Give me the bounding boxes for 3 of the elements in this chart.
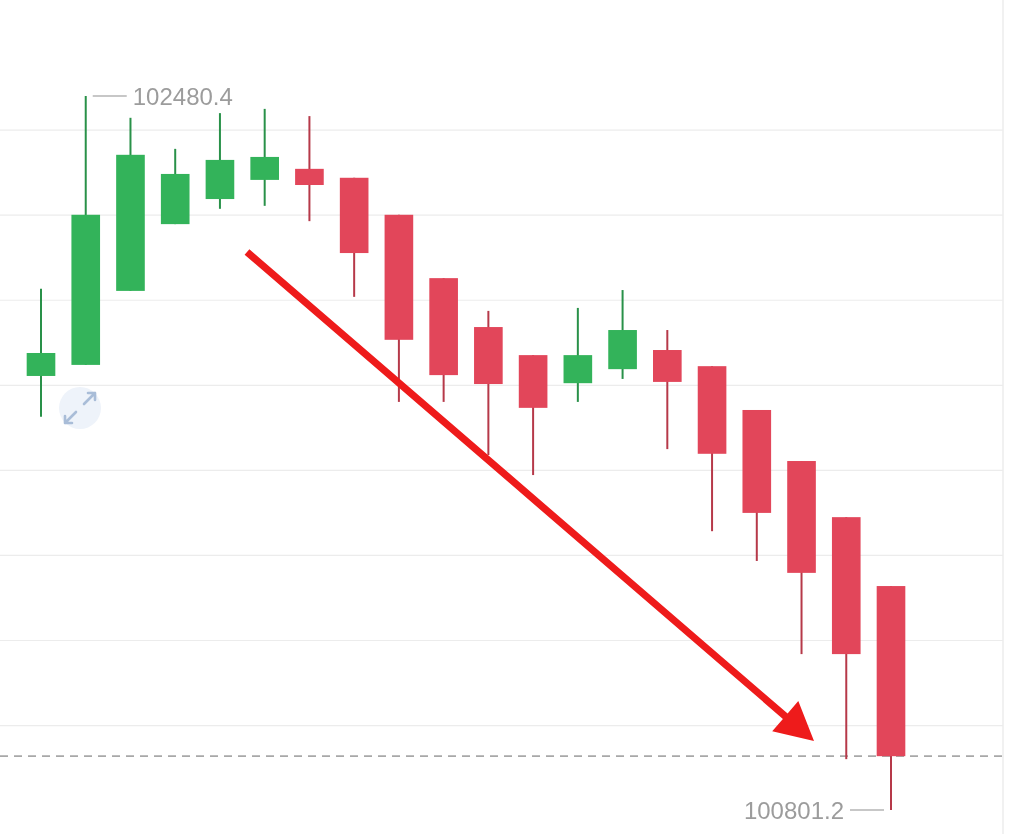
candlestick [295, 115, 324, 223]
annotation: 100801.2 [743, 796, 844, 824]
annotation: 102480.4 [132, 82, 233, 110]
